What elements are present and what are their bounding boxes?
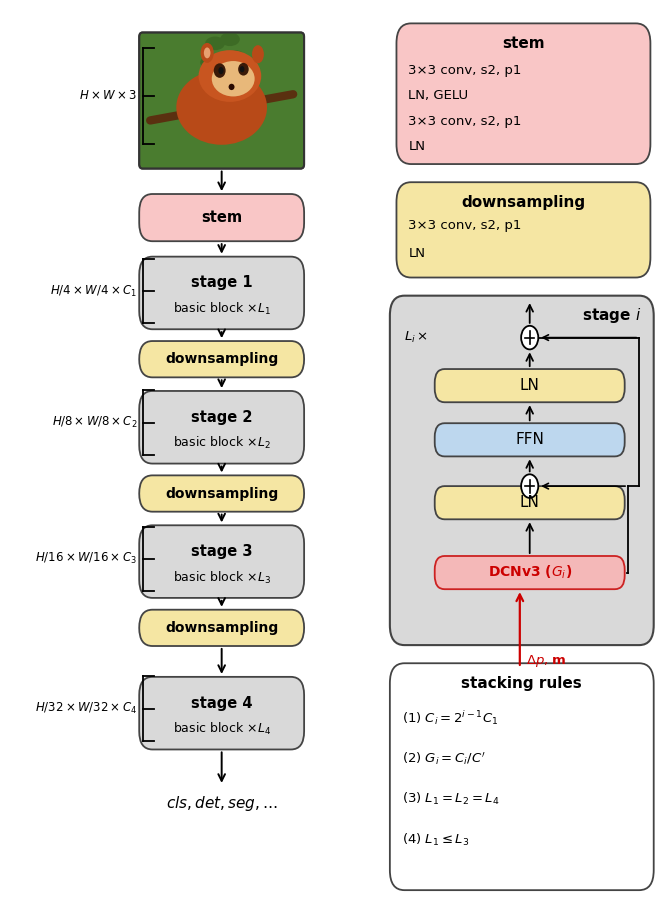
Ellipse shape — [214, 64, 225, 78]
Text: 3×3 conv, s2, p1: 3×3 conv, s2, p1 — [408, 115, 522, 128]
Text: downsampling: downsampling — [165, 486, 278, 501]
Ellipse shape — [218, 67, 223, 75]
Ellipse shape — [225, 50, 245, 64]
Text: basic block $\times L_2$: basic block $\times L_2$ — [173, 435, 270, 451]
Text: $L_i\times$: $L_i\times$ — [405, 330, 428, 345]
Text: 3×3 conv, s2, p1: 3×3 conv, s2, p1 — [408, 219, 522, 233]
Text: $H\times W\times 3$: $H\times W\times 3$ — [79, 89, 137, 103]
FancyBboxPatch shape — [390, 295, 654, 645]
Text: $H/16\times W/16\times C_3$: $H/16\times W/16\times C_3$ — [36, 552, 137, 566]
FancyBboxPatch shape — [435, 486, 625, 519]
Text: downsampling: downsampling — [165, 352, 278, 366]
Text: LN: LN — [408, 140, 425, 154]
Ellipse shape — [204, 47, 210, 58]
Ellipse shape — [176, 70, 267, 145]
Ellipse shape — [238, 63, 249, 75]
Text: stage 3: stage 3 — [191, 544, 253, 559]
FancyArrowPatch shape — [150, 95, 293, 121]
Text: (3) $L_1 = L_2 = L_4$: (3) $L_1 = L_2 = L_4$ — [402, 792, 499, 807]
FancyBboxPatch shape — [139, 677, 304, 750]
FancyBboxPatch shape — [397, 24, 650, 164]
Text: stage 1: stage 1 — [191, 275, 253, 290]
Text: (2) $G_i = C_i/C^{\prime}$: (2) $G_i = C_i/C^{\prime}$ — [402, 750, 485, 767]
Text: DCNv3 ($G_i$): DCNv3 ($G_i$) — [488, 564, 572, 581]
Ellipse shape — [220, 33, 240, 46]
Circle shape — [521, 474, 538, 498]
FancyBboxPatch shape — [139, 525, 304, 598]
Text: FFN: FFN — [516, 433, 544, 447]
Text: stem: stem — [201, 210, 242, 225]
Text: $H/4\times W/4\times C_1$: $H/4\times W/4\times C_1$ — [50, 284, 137, 299]
Ellipse shape — [198, 50, 261, 102]
Ellipse shape — [205, 36, 225, 50]
Text: LN: LN — [520, 495, 539, 510]
FancyBboxPatch shape — [139, 391, 304, 464]
Text: $H/8\times W/8\times C_2$: $H/8\times W/8\times C_2$ — [52, 415, 137, 430]
FancyBboxPatch shape — [139, 475, 304, 512]
Text: (1) $C_i = 2^{i-1}C_1$: (1) $C_i = 2^{i-1}C_1$ — [402, 709, 498, 726]
Text: stage 4: stage 4 — [191, 695, 253, 711]
Text: downsampling: downsampling — [165, 621, 278, 634]
Ellipse shape — [229, 84, 235, 90]
Ellipse shape — [200, 55, 220, 69]
Text: $\mathit{cls, det, seg, \ldots}$: $\mathit{cls, det, seg, \ldots}$ — [166, 794, 278, 814]
Text: stage $\mathit{i}$: stage $\mathit{i}$ — [582, 306, 642, 325]
Ellipse shape — [212, 61, 254, 96]
Text: (4) $L_1 \leq L_3$: (4) $L_1 \leq L_3$ — [402, 832, 469, 848]
FancyBboxPatch shape — [390, 664, 654, 890]
Ellipse shape — [252, 45, 264, 64]
Text: basic block $\times L_1$: basic block $\times L_1$ — [173, 301, 270, 317]
FancyBboxPatch shape — [139, 33, 304, 168]
Text: stem: stem — [502, 35, 545, 51]
Text: basic block $\times L_4$: basic block $\times L_4$ — [173, 721, 270, 737]
Text: LN: LN — [408, 246, 425, 259]
Text: basic block $\times L_3$: basic block $\times L_3$ — [173, 570, 270, 585]
Text: stacking rules: stacking rules — [461, 675, 582, 691]
Circle shape — [521, 325, 538, 349]
FancyBboxPatch shape — [435, 424, 625, 456]
Text: $H/32\times W/32\times C_4$: $H/32\times W/32\times C_4$ — [35, 701, 137, 716]
FancyBboxPatch shape — [435, 369, 625, 403]
Ellipse shape — [240, 66, 245, 73]
Text: $\Delta p$, $\mathbf{m}$: $\Delta p$, $\mathbf{m}$ — [526, 653, 567, 668]
FancyBboxPatch shape — [139, 194, 304, 241]
FancyBboxPatch shape — [139, 341, 304, 377]
Text: downsampling: downsampling — [461, 195, 586, 210]
Text: LN: LN — [520, 378, 539, 394]
Text: LN, GELU: LN, GELU — [408, 89, 469, 103]
Text: stage 2: stage 2 — [191, 410, 253, 425]
FancyBboxPatch shape — [435, 556, 625, 589]
FancyBboxPatch shape — [397, 182, 650, 277]
FancyBboxPatch shape — [139, 610, 304, 646]
Text: 3×3 conv, s2, p1: 3×3 conv, s2, p1 — [408, 64, 522, 77]
Ellipse shape — [200, 43, 214, 63]
FancyBboxPatch shape — [139, 256, 304, 329]
